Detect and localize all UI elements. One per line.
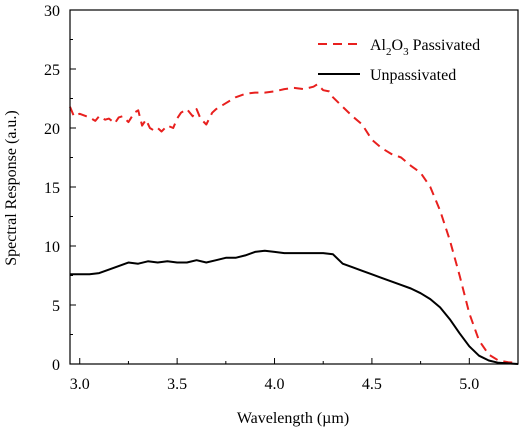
y-tick-label: 0 — [52, 357, 60, 374]
y-axis-title: Spectral Response (a.u.) — [3, 110, 20, 266]
y-tick-label: 10 — [44, 239, 60, 256]
x-tick-label: 4.0 — [265, 376, 285, 393]
series-line-passivated — [69, 83, 519, 364]
legend-label-passivated: Al2O3 Passivated — [370, 37, 480, 58]
y-tick-label: 5 — [52, 298, 60, 315]
y-tick-label: 15 — [44, 180, 60, 197]
y-tick-label: 30 — [44, 3, 60, 20]
axes: 3.0 3.5 4.0 4.5 5.0 0 5 10 15 20 25 30 — [44, 3, 519, 393]
x-tick-label: 5.0 — [459, 376, 479, 393]
y-tick-label: 20 — [44, 121, 60, 138]
x-tick-label: 4.5 — [362, 376, 382, 393]
legend-label-unpassivated: Unpassivated — [370, 67, 456, 84]
y-tick-label: 25 — [44, 62, 60, 79]
legend: Al2O3 Passivated Unpassivated — [318, 37, 480, 84]
x-tick-label: 3.5 — [167, 376, 187, 393]
plot-frame — [69, 9, 519, 365]
plot-area — [69, 83, 519, 365]
x-axis-title: Wavelength (µm) — [237, 410, 349, 427]
x-tick-label: 3.0 — [70, 376, 90, 393]
series-line-unpassivated — [70, 249, 519, 365]
